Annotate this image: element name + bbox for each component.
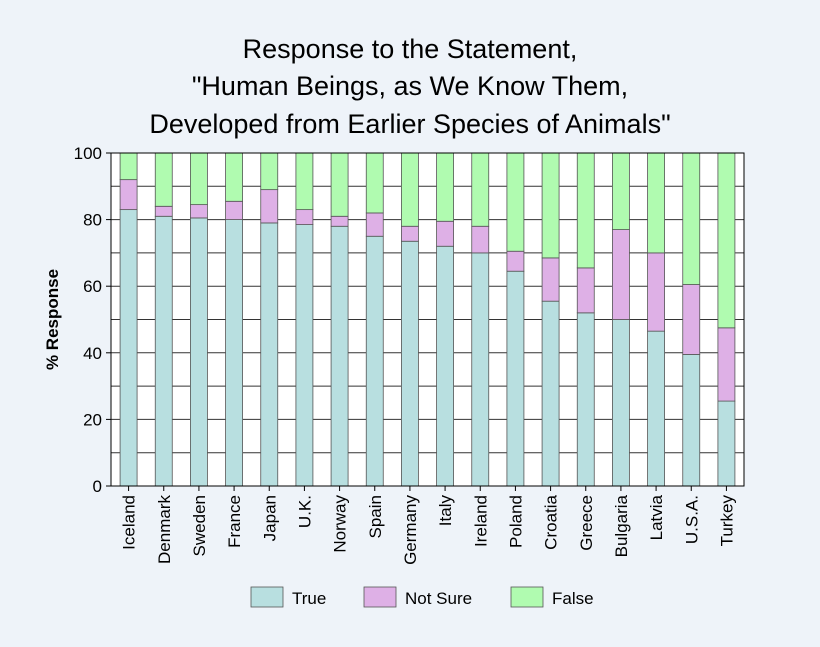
bar-france-true (225, 219, 243, 487)
bar-ireland-false (471, 152, 490, 227)
bar-croatia-not-sure (541, 257, 560, 302)
bar-sweden-true (190, 217, 208, 487)
bar-ireland-true (471, 252, 490, 487)
bar-u-k-not-sure (295, 209, 314, 225)
legend-label-true: True (292, 589, 326, 608)
bar-bulgaria-true (612, 319, 630, 487)
legend-swatch-not-sure (363, 586, 397, 608)
chart-title-line-1: Response to the Statement, (242, 34, 578, 64)
bar-denmark-true (154, 215, 173, 487)
bar-u-s-a-not-sure (682, 284, 701, 355)
x-tick-label-spain: Spain (366, 495, 385, 538)
x-tick-label-u-k: U.K. (295, 495, 314, 528)
bar-turkey-true (717, 400, 736, 487)
x-tick-label-iceland: Iceland (120, 495, 139, 550)
x-tick-label-bulgaria: Bulgaria (612, 494, 631, 557)
y-tick-label-100: 100 (74, 144, 102, 163)
bar-germany-true (401, 240, 419, 487)
x-tick-label-u-s-a: U.S.A. (682, 495, 701, 544)
y-tick-label-0: 0 (93, 477, 102, 496)
x-tick-label-norway: Norway (331, 495, 350, 553)
bar-sweden-not-sure (190, 204, 208, 219)
bar-poland-not-sure (506, 250, 525, 272)
y-tick-label-60: 60 (83, 277, 102, 296)
bar-iceland-false (119, 152, 138, 181)
bar-ireland-not-sure (471, 225, 490, 254)
bar-iceland-true (119, 209, 138, 487)
y-tick-label-80: 80 (83, 211, 102, 230)
x-tick-label-sweden: Sweden (190, 495, 209, 556)
bar-bulgaria-not-sure (612, 229, 630, 320)
bar-bulgaria-false (612, 152, 630, 230)
bar-germany-not-sure (401, 225, 419, 242)
bar-denmark-false (154, 152, 173, 207)
bar-norway-not-sure (330, 215, 349, 227)
x-tick-label-ireland: Ireland (471, 495, 490, 547)
bar-greece-false (576, 152, 595, 269)
bar-u-k-false (295, 152, 314, 211)
x-tick-label-turkey: Turkey (717, 495, 736, 547)
legend: True Not Sure False (250, 586, 594, 608)
legend-label-false: False (552, 589, 594, 608)
bar-france-not-sure (225, 200, 243, 221)
bar-italy-true (436, 245, 454, 487)
bar-latvia-false (647, 152, 665, 254)
x-tick-label-croatia: Croatia (542, 494, 561, 549)
x-tick-label-japan: Japan (260, 495, 279, 541)
legend-swatch-false (510, 586, 544, 608)
bar-france-false (225, 152, 243, 202)
bar-latvia-true (647, 330, 665, 487)
bar-italy-not-sure (436, 220, 454, 247)
bar-poland-true (506, 270, 525, 487)
bar-japan-true (260, 222, 279, 487)
bar-croatia-false (541, 152, 560, 259)
y-tick-label-20: 20 (83, 410, 102, 429)
bar-japan-not-sure (260, 189, 279, 224)
x-tick-label-latvia: Latvia (647, 494, 666, 540)
y-tick-label-40: 40 (83, 344, 102, 363)
bar-iceland-not-sure (119, 179, 138, 211)
bar-u-s-a-false (682, 152, 701, 285)
bar-spain-not-sure (365, 212, 384, 237)
bar-turkey-false (717, 152, 736, 329)
bar-germany-false (401, 152, 419, 227)
bar-poland-false (506, 152, 525, 252)
y-axis-label: % Response (43, 269, 62, 370)
bar-greece-not-sure (576, 267, 595, 314)
plot-frame (110, 152, 745, 487)
chart-title-line-3: Developed from Earlier Species of Animal… (149, 109, 671, 139)
bar-sweden-false (190, 152, 208, 206)
bar-spain-false (365, 152, 384, 214)
bar-norway-true (330, 225, 349, 487)
legend-label-not-sure: Not Sure (405, 589, 472, 608)
bar-croatia-true (541, 300, 560, 487)
x-tick-label-italy: Italy (436, 495, 455, 527)
bar-u-s-a-true (682, 354, 701, 487)
bar-latvia-not-sure (647, 252, 665, 332)
x-tick-label-greece: Greece (577, 495, 596, 551)
bar-norway-false (330, 152, 349, 217)
x-tick-label-germany: Germany (401, 495, 420, 565)
bar-italy-false (436, 152, 454, 222)
x-tick-label-poland: Poland (506, 495, 525, 548)
x-tick-label-france: France (225, 495, 244, 548)
chart-title-line-2: "Human Beings, as We Know Them, (191, 71, 629, 101)
bar-greece-true (576, 312, 595, 487)
bar-japan-false (260, 152, 279, 191)
bar-spain-true (365, 235, 384, 487)
bar-denmark-not-sure (154, 205, 173, 217)
bar-turkey-not-sure (717, 327, 736, 402)
x-tick-label-denmark: Denmark (155, 495, 174, 564)
legend-swatch-true (250, 586, 284, 608)
bar-u-k-true (295, 224, 314, 487)
